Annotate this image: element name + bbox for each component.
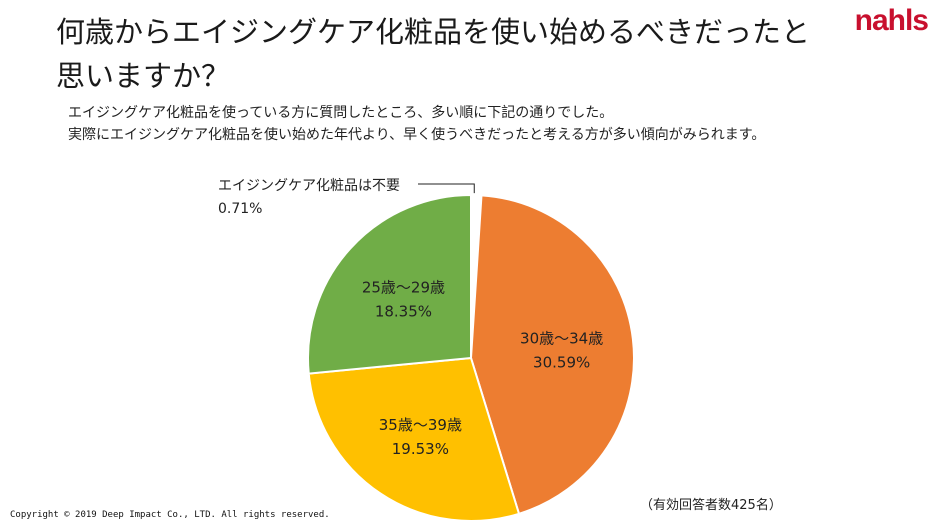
subtitle-line-2: 実際にエイジングケア化粧品を使い始めた年代より、早く使うべきだったと考える方が多… bbox=[68, 127, 766, 143]
pie-labels: エイジングケア化粧品は不要 0.71% 30歳～34歳 30.59% 35歳～39歳 19… bbox=[218, 178, 603, 458]
pie-slices bbox=[307, 193, 635, 522]
title-line-2: 思いますか？ bbox=[56, 59, 231, 93]
slice-label: 25歳～29歳 bbox=[362, 279, 445, 297]
respondent-note: （有効回答者数425名） bbox=[640, 498, 782, 513]
subtitle-line-1: エイジングケア化粧品を使っている方に質問したところ、多い順に下記の通りでした。 bbox=[68, 105, 614, 121]
leader-line bbox=[418, 183, 475, 194]
subtitle: エイジングケア化粧品を使っている方に質問したところ、多い順に下記の通りでした。 … bbox=[68, 102, 765, 146]
slice-35-39 bbox=[307, 356, 521, 522]
copyright: Copyright © 2019 Deep Impact Co., LTD. A… bbox=[10, 510, 330, 520]
slice-label: 35歳～39歳 bbox=[379, 416, 462, 434]
title-line-1: 何歳からエイジングケア化粧品を使い始めるべきだったと bbox=[56, 15, 811, 49]
slice-value: 18.35% bbox=[375, 303, 432, 321]
slice-value: 19.53% bbox=[392, 440, 449, 458]
slice-25-29 bbox=[307, 193, 472, 375]
slice-30-34 bbox=[469, 194, 635, 516]
brand-logo: nahls bbox=[854, 4, 929, 37]
page-title: 何歳からエイジングケア化粧品を使い始めるべきだったと 思いますか？ bbox=[56, 10, 836, 98]
slice-value-unnecessary: 0.71% bbox=[218, 201, 262, 217]
slice-value: 30.59% bbox=[533, 353, 590, 371]
slice-label: 30歳～34歳 bbox=[520, 329, 603, 347]
slice-label-unnecessary: エイジングケア化粧品は不要 bbox=[218, 178, 400, 194]
